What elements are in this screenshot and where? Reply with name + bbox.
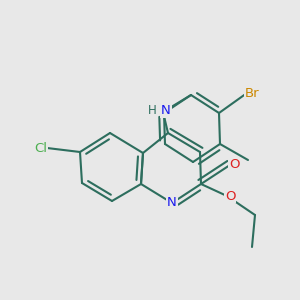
Text: N: N [161, 104, 171, 117]
Text: N: N [167, 196, 177, 209]
Text: H: H [148, 104, 157, 117]
Text: Cl: Cl [34, 142, 47, 154]
Text: O: O [229, 158, 239, 172]
Text: O: O [225, 190, 235, 202]
Text: Br: Br [245, 86, 260, 100]
